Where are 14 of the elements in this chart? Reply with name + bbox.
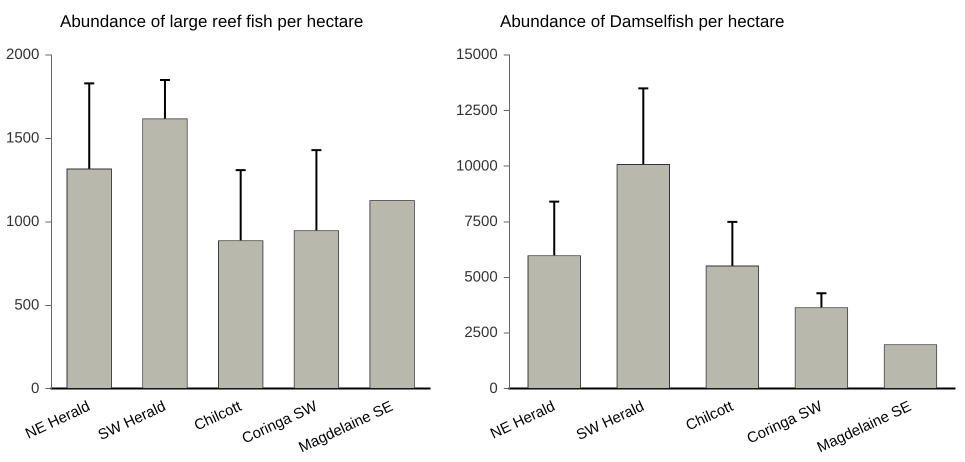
- y-tick-label: 7500: [464, 212, 498, 230]
- y-tick-label: 500: [14, 296, 40, 314]
- chart-title: Abundance of Damselfish per hectare: [500, 12, 784, 32]
- y-tick-label: 15000: [456, 46, 498, 64]
- y-tick-label: 0: [31, 380, 40, 397]
- chart-title: Abundance of large reef fish per hectare: [60, 12, 364, 32]
- y-tick-label: 2500: [464, 324, 498, 342]
- y-tick-label: 1500: [6, 130, 40, 147]
- y-tick-label: 0: [489, 380, 498, 397]
- y-tick-label: 10000: [456, 157, 498, 174]
- y-tick-label: 5000: [464, 268, 498, 286]
- y-tick-label: 12500: [456, 102, 498, 119]
- y-tick-label: 2000: [6, 46, 40, 64]
- y-tick-label: 1000: [6, 212, 40, 230]
